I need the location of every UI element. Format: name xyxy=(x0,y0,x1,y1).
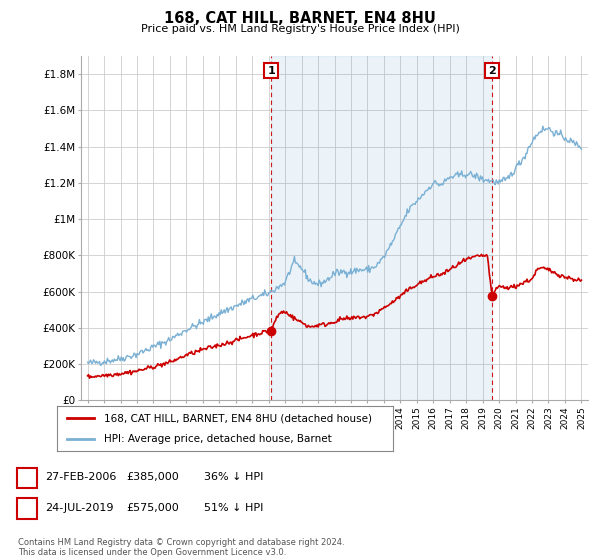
Text: 168, CAT HILL, BARNET, EN4 8HU (detached house): 168, CAT HILL, BARNET, EN4 8HU (detached… xyxy=(104,413,372,423)
Text: 1: 1 xyxy=(267,66,275,76)
Text: Contains HM Land Registry data © Crown copyright and database right 2024.
This d: Contains HM Land Registry data © Crown c… xyxy=(18,538,344,557)
Text: Price paid vs. HM Land Registry's House Price Index (HPI): Price paid vs. HM Land Registry's House … xyxy=(140,24,460,34)
Text: 2: 2 xyxy=(23,501,31,515)
Text: £385,000: £385,000 xyxy=(126,472,179,482)
Text: 36% ↓ HPI: 36% ↓ HPI xyxy=(204,472,263,482)
Text: 51% ↓ HPI: 51% ↓ HPI xyxy=(204,503,263,513)
Text: 27-FEB-2006: 27-FEB-2006 xyxy=(45,472,116,482)
Text: 2: 2 xyxy=(488,66,496,76)
Bar xyxy=(271,56,492,400)
Text: HPI: Average price, detached house, Barnet: HPI: Average price, detached house, Barn… xyxy=(104,433,332,444)
Text: 168, CAT HILL, BARNET, EN4 8HU: 168, CAT HILL, BARNET, EN4 8HU xyxy=(164,11,436,26)
Text: £575,000: £575,000 xyxy=(126,503,179,513)
Text: 24-JUL-2019: 24-JUL-2019 xyxy=(45,503,113,513)
Text: 1: 1 xyxy=(23,470,31,484)
